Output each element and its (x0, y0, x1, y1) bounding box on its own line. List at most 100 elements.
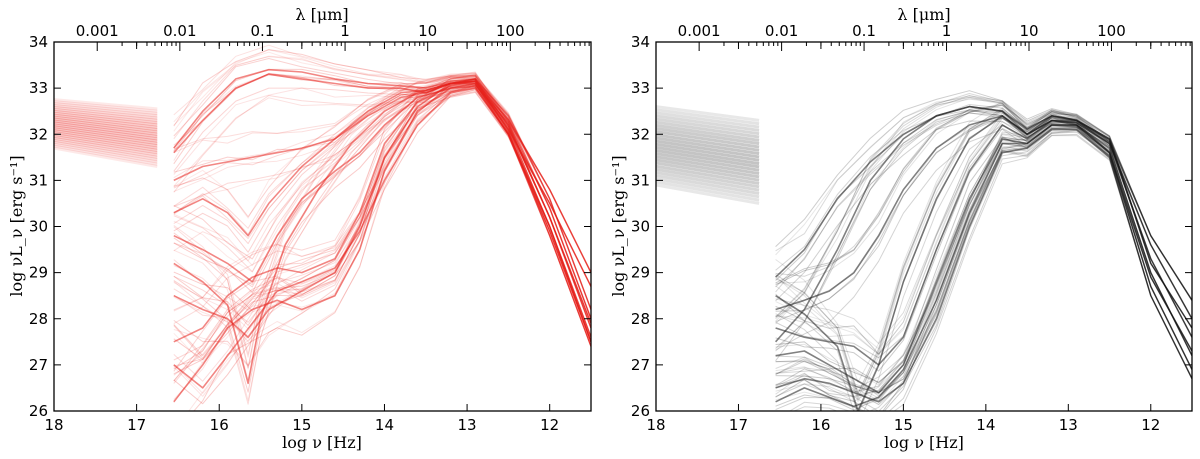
left-xray-band (54, 98, 158, 169)
xray-band-line (656, 164, 760, 185)
xray-band-line (54, 117, 158, 134)
y-tick-label: 29 (631, 264, 650, 282)
sed-curve (775, 117, 1192, 359)
xray-band-line (656, 108, 760, 126)
sed-curve (775, 128, 1192, 403)
sed-curve (775, 113, 1192, 356)
xray-band-line (656, 133, 760, 152)
sed-curve (173, 91, 591, 405)
xray-band-line (54, 107, 158, 122)
sed-curve (173, 81, 591, 393)
left-y-axis-title: log νL_ν [erg s⁻¹] (7, 155, 26, 296)
sed-curve (775, 116, 1192, 356)
sed-curve (775, 124, 1192, 394)
sed-curve (775, 112, 1192, 329)
sed-curve (775, 116, 1192, 312)
sed-curve (792, 126, 1192, 411)
y-tick-label: 33 (631, 79, 650, 97)
sed-curve (775, 115, 1192, 311)
xray-band-line (54, 136, 158, 157)
sed-curve (173, 71, 591, 355)
sed-curve (788, 135, 1192, 411)
y-tick-label: 28 (631, 310, 650, 328)
xray-band-line (54, 98, 158, 111)
sed-curve (173, 86, 591, 342)
sed-curve (173, 87, 591, 389)
top-tick-label: 1 (340, 22, 350, 40)
x-tick-label: 18 (646, 416, 665, 434)
sed-curve (173, 78, 591, 381)
sed-curve (173, 91, 591, 342)
sed-curve (775, 117, 1192, 323)
sed-curve (775, 123, 1192, 372)
sed-curve (173, 83, 591, 364)
sed-curve (173, 80, 591, 329)
sed-curve (775, 130, 1192, 411)
xray-band-line (656, 142, 760, 162)
sed-curve (775, 107, 1192, 394)
sed-curve (173, 76, 591, 330)
right-y-axis-title: log νL_ν [erg s⁻¹] (609, 155, 628, 296)
top-tick-label: 0.01 (163, 22, 196, 40)
sed-curve (775, 124, 1192, 408)
sed-curve (173, 85, 591, 342)
sed-curve (173, 85, 591, 329)
xray-band-line (54, 105, 158, 120)
sed-curve (775, 90, 1192, 329)
y-tick-label: 27 (29, 356, 48, 374)
sed-curve (775, 93, 1192, 329)
xray-band-line (656, 152, 760, 172)
top-tick-label: 0.01 (765, 22, 798, 40)
x-tick-label: 16 (811, 416, 830, 434)
sed-curve (173, 80, 591, 329)
x-tick-label: 14 (976, 416, 995, 434)
sed-curve (775, 117, 1192, 411)
sed-curve (173, 76, 591, 319)
sed-curve (173, 80, 591, 329)
sed-curve (775, 121, 1192, 402)
sed-curve (775, 102, 1192, 301)
sed-curve (173, 81, 591, 357)
sed-curve (173, 49, 591, 273)
x-tick-label: 15 (292, 416, 311, 434)
sed-curve (173, 83, 591, 400)
sed-curve (775, 126, 1192, 393)
sed-curve (173, 76, 591, 329)
right-sed-curves (775, 90, 1192, 411)
xray-band-line (54, 115, 158, 132)
sed-curve (173, 56, 591, 273)
sed-curve (173, 88, 591, 342)
y-tick-label: 33 (29, 79, 48, 97)
xray-band-line (656, 180, 760, 202)
y-tick-label: 29 (29, 264, 48, 282)
right-top-axis-title: λ [μm] (897, 5, 950, 24)
right-xray-band (656, 105, 760, 205)
y-tick-label: 26 (29, 402, 48, 420)
sed-curve (173, 79, 591, 343)
top-tick-label: 10 (1019, 22, 1038, 40)
top-tick-label: 0.001 (678, 22, 721, 40)
y-tick-label: 31 (631, 171, 650, 189)
xray-band-line (54, 131, 158, 150)
top-tick-label: 0.001 (76, 22, 119, 40)
sed-curve (173, 55, 591, 273)
xray-band-line (54, 125, 158, 143)
sed-curve (775, 122, 1192, 398)
sed-curve (775, 109, 1192, 329)
sed-curve (775, 124, 1192, 411)
sed-curve (775, 120, 1192, 397)
sed-curve (775, 111, 1192, 400)
x-tick-label: 12 (540, 416, 559, 434)
y-tick-label: 30 (29, 218, 48, 236)
xray-band-line (54, 133, 158, 152)
sed-curve (173, 77, 591, 325)
xray-band-line (54, 111, 158, 127)
x-tick-label: 17 (127, 416, 146, 434)
top-tick-label: 1 (942, 22, 952, 40)
left-x-axis-title: log ν [Hz] (282, 433, 362, 452)
sed-curve (173, 58, 591, 273)
sed-curve (775, 124, 1192, 397)
top-tick-label: 100 (496, 22, 525, 40)
xray-band-line (54, 123, 158, 141)
